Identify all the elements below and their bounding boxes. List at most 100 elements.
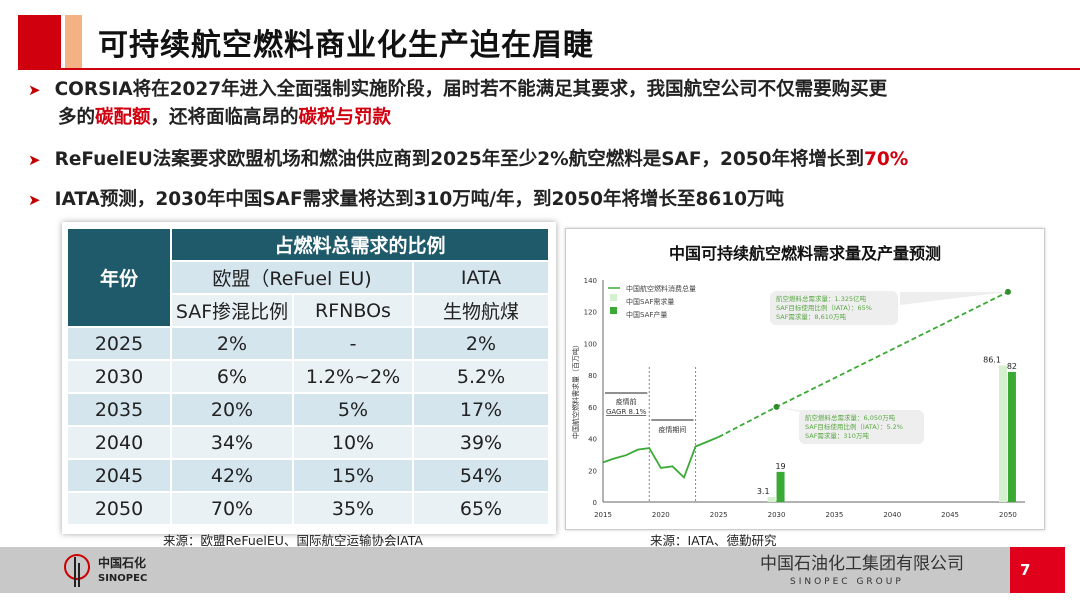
year-cell: 2025 xyxy=(66,326,172,361)
iata-header: IATA xyxy=(412,260,550,295)
y-tick-label: 140 xyxy=(584,277,597,285)
x-tick-label: 2015 xyxy=(594,511,612,519)
bar-saf-production xyxy=(1007,371,1016,502)
bar-label-demand: 3.1 xyxy=(757,487,770,496)
title-accent-red xyxy=(18,15,61,69)
x-tick-label: 2045 xyxy=(941,511,959,519)
x-tick-label: 2025 xyxy=(710,511,728,519)
bullet-corsia: ➤ CORSIA将在2027年进入全面强制实施阶段，届时若不能满足其要求，我国航空… xyxy=(28,77,887,103)
y-tick-label: 100 xyxy=(584,340,597,348)
table-cell: 20% xyxy=(170,392,294,427)
y-tick-label: 20 xyxy=(588,467,597,475)
table-cell: 35% xyxy=(292,491,414,526)
logo-cn: 中国石化 xyxy=(98,556,147,570)
company-name-en: SINOPEC GROUP xyxy=(790,577,904,587)
arrow-bullet-icon: ➤ xyxy=(28,151,41,169)
x-tick-label: 2030 xyxy=(768,511,786,519)
table-cell: 42% xyxy=(170,458,294,493)
annotation-2030-text: 航空燃料总需求量：6,050万吨 xyxy=(805,413,896,422)
group-header: 占燃料总需求的比例 xyxy=(170,227,550,262)
annotation-pre-covid: 疫情前 xyxy=(616,397,637,406)
chart-title: 中国可持续航空燃料需求量及产量预测 xyxy=(668,244,941,263)
table-cell: 5% xyxy=(292,392,414,427)
source-left: 来源：欧盟ReFuelEU、国际航空运输协会IATA xyxy=(163,533,423,548)
table-cell: 1.2%~2% xyxy=(292,359,414,394)
year-cell: 2045 xyxy=(66,458,172,493)
bar-saf-demand xyxy=(998,365,1007,502)
annotation-2030-text: SAF目标使用比例（IATA）：5.2% xyxy=(805,422,903,431)
saf-ratio-table: 年份 占燃料总需求的比例 欧盟（ReFuel EU) IATA SAF掺混比例 … xyxy=(66,227,550,526)
footer-bar xyxy=(0,547,1010,593)
y-tick-label: 40 xyxy=(588,436,597,444)
year-cell: 2050 xyxy=(66,491,172,526)
bullet-iata: ➤ IATA预测，2030年中国SAF需求量将达到310万吨/年，到2050年将增… xyxy=(28,187,784,213)
y-tick-label: 120 xyxy=(584,309,597,317)
table-row: 2050 70% 35% 65% xyxy=(66,491,550,526)
annotation-2030-text: SAF需求量：310万吨 xyxy=(805,431,869,440)
annotation-2050-box xyxy=(770,291,898,325)
table-cell: 54% xyxy=(412,458,550,493)
legend-production-icon xyxy=(610,307,617,314)
arrow-bullet-icon: ➤ xyxy=(28,81,41,99)
table-cell: - xyxy=(292,326,414,361)
bullet-text: CORSIA将在2027年进入全面强制实施阶段，届时若不能满足其要求，我国航空公… xyxy=(54,79,888,100)
annotation-cagr: GAGR 8.1% xyxy=(606,408,647,416)
y-axis-label: 中国航空燃料需求量（百万吨） xyxy=(571,341,580,439)
year-cell: 2030 xyxy=(66,359,172,394)
x-tick-label: 2035 xyxy=(825,511,843,519)
y-tick-label: 60 xyxy=(588,404,597,412)
table-row: 2030 6% 1.2%~2% 5.2% xyxy=(66,359,550,394)
table-row: 2040 34% 10% 39% xyxy=(66,425,550,460)
bullet-text: IATA预测，2030年中国SAF需求量将达到310万吨/年，到2050年将增长… xyxy=(54,189,784,210)
table-cell: 17% xyxy=(412,392,550,427)
table-cell: 15% xyxy=(292,458,414,493)
bar-label-production: 82 xyxy=(1007,362,1017,371)
table-cell: 65% xyxy=(412,491,550,526)
highlight-text: 70% xyxy=(863,149,909,170)
bullet-text: ，还将面临高昂的 xyxy=(150,107,299,128)
table-cell: 6% xyxy=(170,359,294,394)
page-title: 可持续航空燃料商业化生产迫在眉睫 xyxy=(98,28,594,63)
year-cell: 2035 xyxy=(66,392,172,427)
table-cell: 10% xyxy=(292,425,414,460)
annotation-2050-text: SAF目标使用比例（IATA）：65% xyxy=(776,303,872,312)
legend-label: 中国航空燃料消费总量 xyxy=(626,284,696,293)
table-row: 2045 42% 15% 54% xyxy=(66,458,550,493)
arrow-bullet-icon: ➤ xyxy=(28,191,41,209)
bar-saf-demand xyxy=(767,497,776,502)
source-right: 来源：IATA、德勤研究 xyxy=(650,533,777,548)
logo-en: SINOPEC xyxy=(98,573,148,584)
x-tick-label: 2050 xyxy=(999,511,1017,519)
eu-header: 欧盟（ReFuel EU) xyxy=(170,260,414,295)
highlight-text: 碳税与罚款 xyxy=(298,107,392,128)
title-underline xyxy=(18,68,1080,70)
bullet-refueleu: ➤ ReFuelEU法案要求欧盟机场和燃油供应商到2025年至少2%航空燃料是SA… xyxy=(28,147,908,173)
bar-saf-production xyxy=(776,471,785,502)
x-tick-label: 2040 xyxy=(883,511,901,519)
sub-header: 生物航煤 xyxy=(412,293,550,328)
table-cell: 34% xyxy=(170,425,294,460)
sinopec-logo-icon xyxy=(64,554,90,587)
x-tick-label: 2020 xyxy=(652,511,670,519)
legend-demand-icon xyxy=(610,294,617,301)
table-row: 2035 20% 5% 17% xyxy=(66,392,550,427)
legend-label: 中国SAF产量 xyxy=(626,310,667,319)
bullet-corsia-line2: 多的碳配额，还将面临高昂的碳税与罚款 xyxy=(58,105,391,131)
legend-label: 中国SAF需求量 xyxy=(626,297,674,306)
year-cell: 2040 xyxy=(66,425,172,460)
callout-pointer xyxy=(900,291,1008,305)
table-row: 2025 2% -2% xyxy=(66,326,550,361)
sub-header: RFNBOs xyxy=(292,293,414,328)
callout-pointer xyxy=(776,406,812,412)
sub-header: SAF掺混比例 xyxy=(170,293,294,328)
annotation-2030-box xyxy=(799,410,924,444)
highlight-text: 碳配额 xyxy=(95,107,151,128)
fuel-consumption-line xyxy=(602,436,720,480)
chart-panel xyxy=(565,228,1045,530)
y-tick-label: 80 xyxy=(588,372,597,380)
table-cell: 39% xyxy=(412,425,550,460)
annotation-2050-text: SAF需求量：8,610万吨 xyxy=(776,312,847,321)
table-cell: 2% xyxy=(412,326,550,361)
company-name-cn: 中国石油化工集团有限公司 xyxy=(760,554,964,574)
